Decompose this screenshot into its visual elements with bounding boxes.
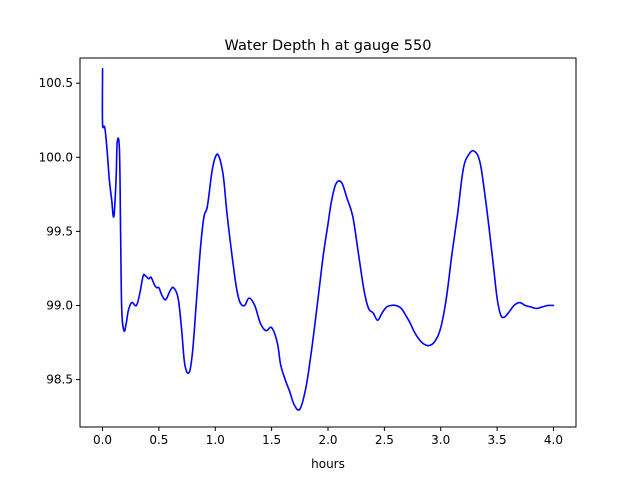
x-tick-label: 0.0 xyxy=(93,433,112,447)
x-axis-label: hours xyxy=(311,457,345,471)
x-tick-label: 0.5 xyxy=(149,433,168,447)
y-tick-label: 100.5 xyxy=(39,76,73,90)
x-tick-label: 3.0 xyxy=(431,433,450,447)
x-tick-label: 1.0 xyxy=(206,433,225,447)
x-tick-label: 1.5 xyxy=(262,433,281,447)
x-tick-label: 2.5 xyxy=(375,433,394,447)
plot-frame xyxy=(79,57,577,428)
y-tick-label: 99.0 xyxy=(46,298,73,312)
x-tick-label: 2.0 xyxy=(318,433,337,447)
series-line-0 xyxy=(101,68,555,411)
y-tick-label: 99.5 xyxy=(46,224,73,238)
plot-area xyxy=(101,68,555,411)
y-tick-label: 100.0 xyxy=(39,150,73,164)
x-tick-label: 4.0 xyxy=(544,433,563,447)
y-axis: 98.5 99.0 99.5 100.0 100.5 xyxy=(39,76,80,387)
x-tick-label: 3.5 xyxy=(488,433,507,447)
y-tick-label: 98.5 xyxy=(46,373,73,387)
x-axis: 0.0 0.5 1.0 1.5 2.0 2.5 3.0 3.5 4.0 xyxy=(93,427,563,447)
chart-title: Water Depth h at gauge 550 xyxy=(225,38,432,54)
